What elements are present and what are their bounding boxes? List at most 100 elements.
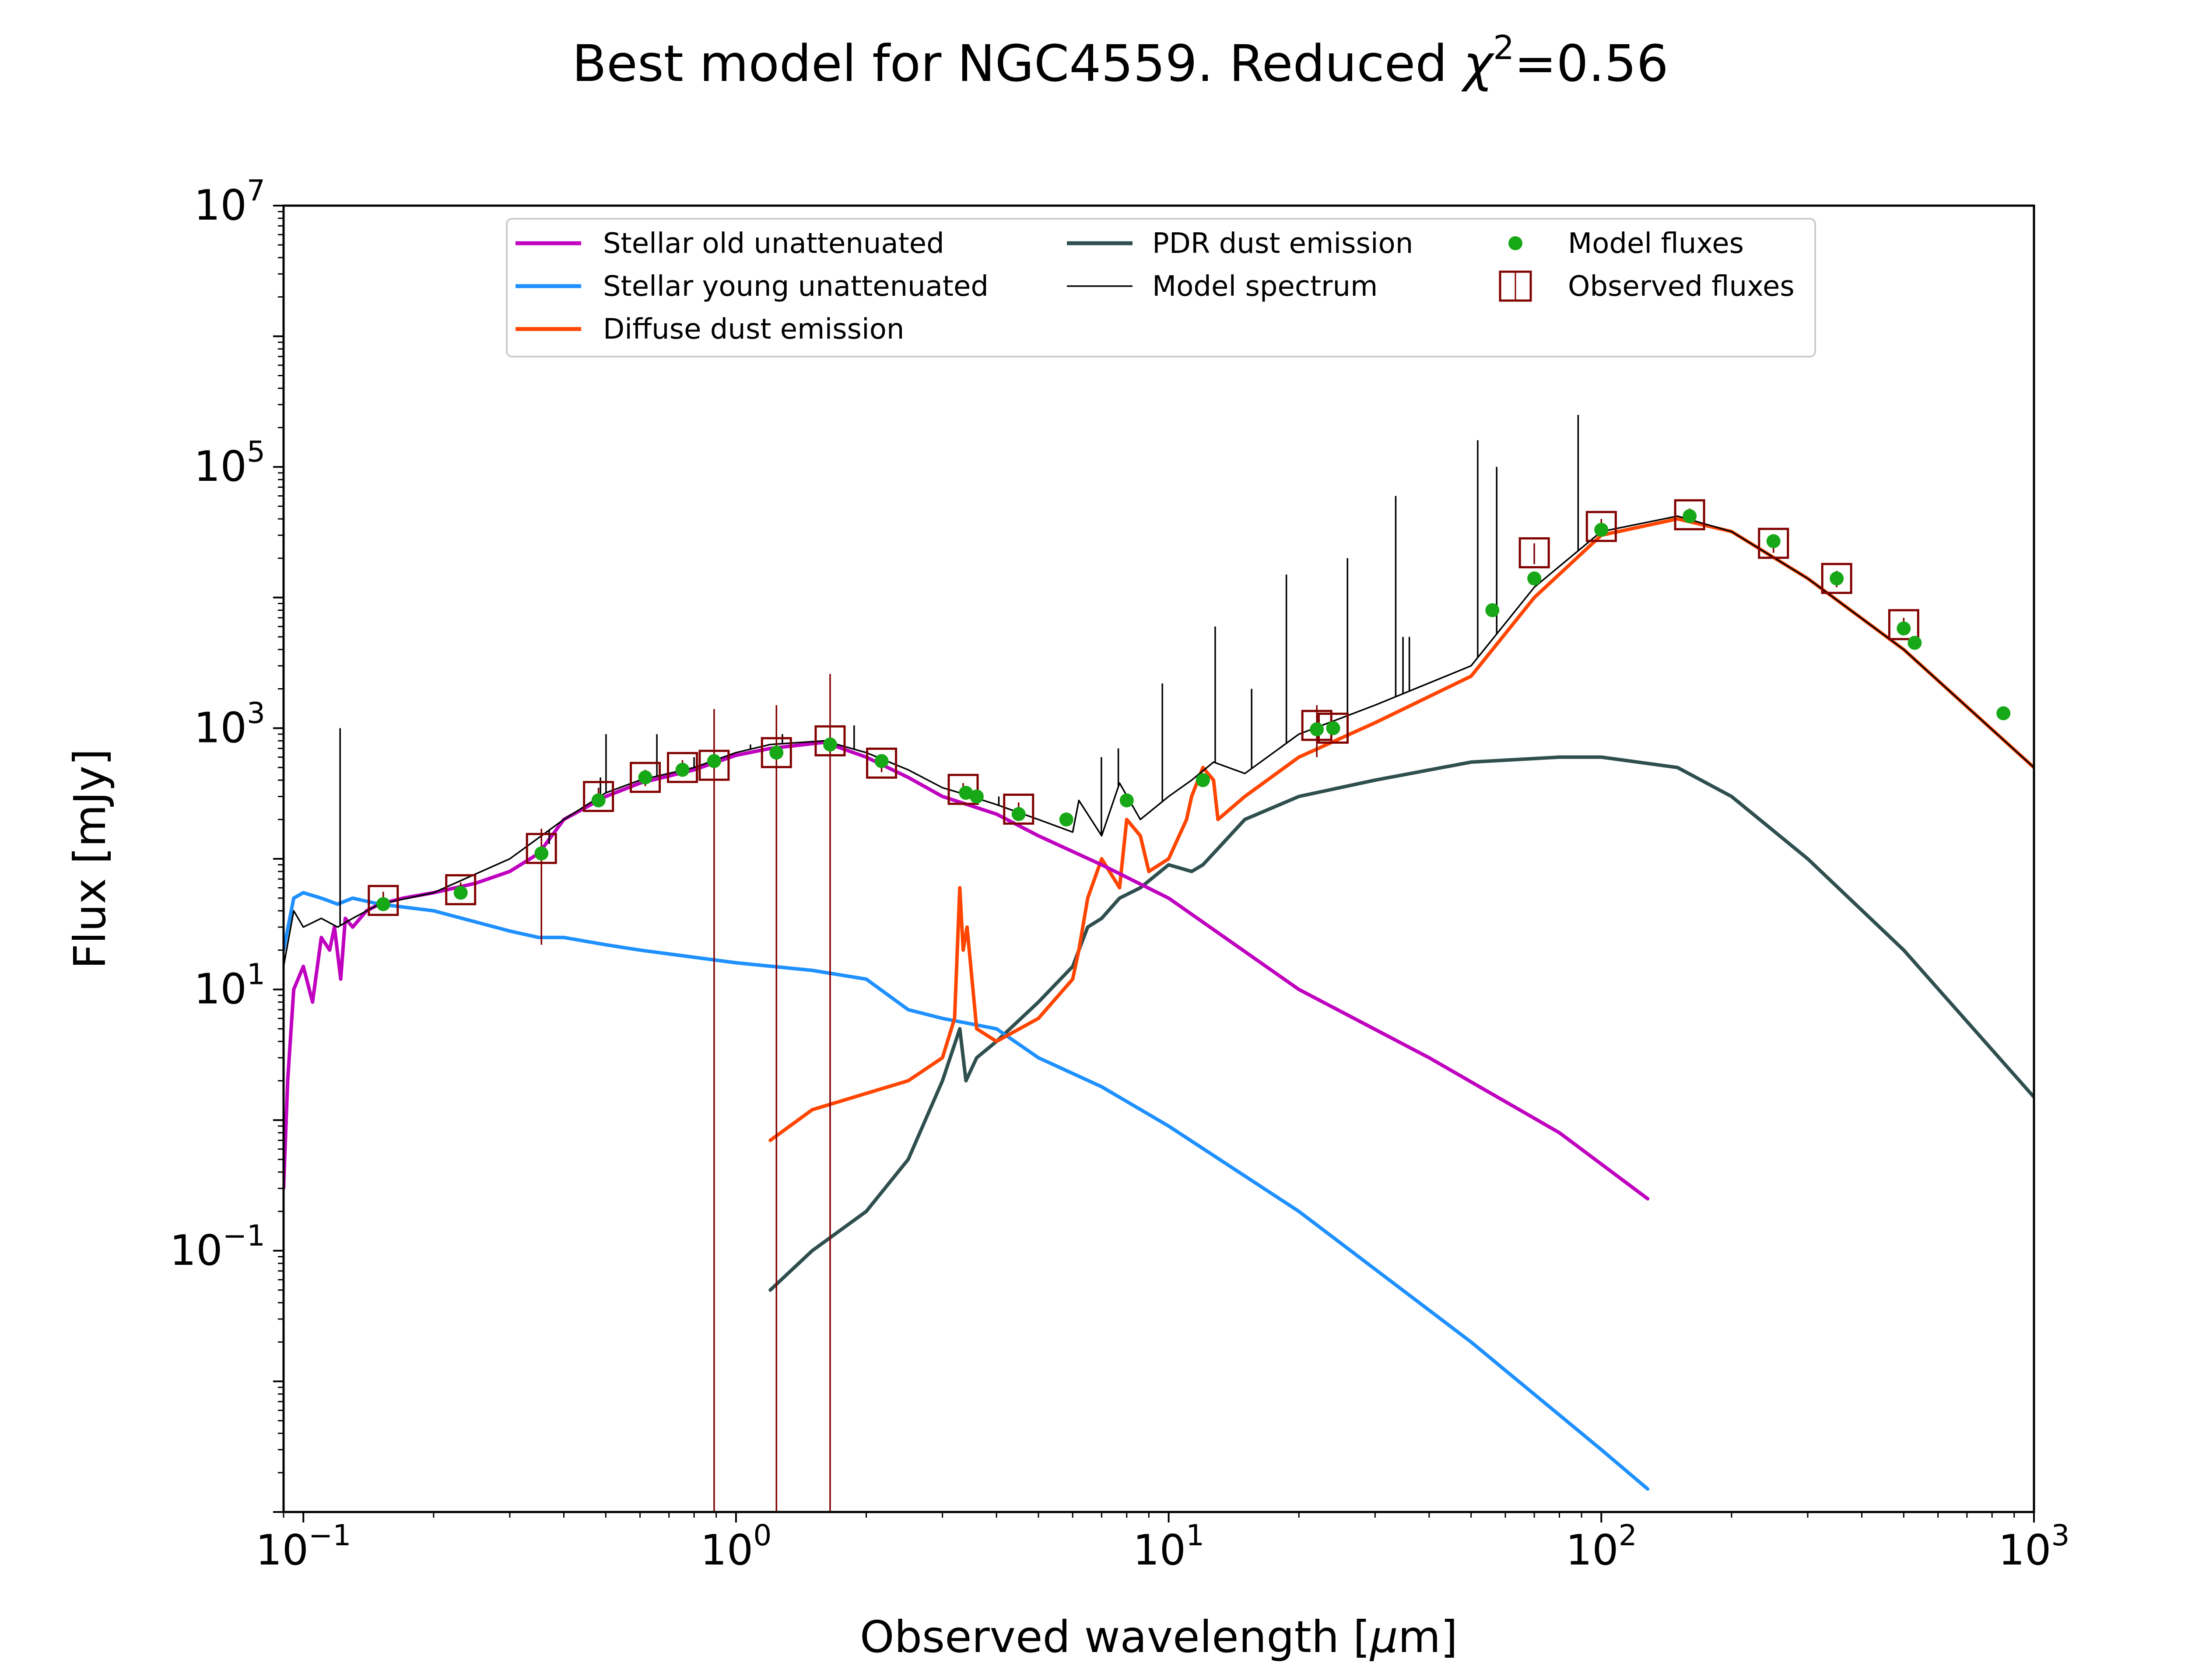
x-tick-base: 10 <box>1566 1526 1619 1575</box>
observed-flux-marker-12 <box>1003 793 1034 825</box>
x-tick-label: 103 <box>1999 1519 2070 1575</box>
observed-flux-marker-3 <box>526 833 557 864</box>
x-tick-base: 10 <box>256 1526 309 1575</box>
x-tick-label: 100 <box>700 1519 771 1575</box>
series-pdr-dust-line <box>768 755 2034 1292</box>
observed-flux-marker-16 <box>1585 511 1617 542</box>
observed-flux-marker-9 <box>814 725 846 756</box>
x-tick-exponent: 1 <box>1186 1519 1204 1552</box>
model-flux-point-17 <box>1310 722 1324 737</box>
series-stellar-old-line <box>284 740 1650 1200</box>
model-flux-point-6 <box>675 763 690 777</box>
model-flux-point-22 <box>1683 509 1697 523</box>
y-axis-label: Flux [mJy] <box>64 749 116 969</box>
x-tick-exponent: 2 <box>1619 1519 1637 1552</box>
markers-layer <box>368 499 2011 1512</box>
model-flux-point-15 <box>1119 793 1134 808</box>
observed-flux-marker-1 <box>368 885 399 916</box>
y-tick-base: 10 <box>194 443 247 491</box>
model-flux-point-11 <box>959 786 973 800</box>
emission-lines-layer <box>339 415 1579 926</box>
legend-label-model-fluxes: Model fluxes <box>1568 228 1744 260</box>
legend-label-stellar-old: Stellar old unattenuated <box>603 228 944 260</box>
observed-flux-marker-2 <box>445 874 477 906</box>
title-chi: χ <box>1461 35 1495 93</box>
x-axis-label: Observed wavelength [μm] <box>860 1611 1458 1662</box>
legend-label-stellar-young: Stellar young unattenuated <box>603 270 989 303</box>
observed-flux-marker-11 <box>947 774 979 805</box>
x-axis-label-mu: μ <box>1369 1611 1398 1662</box>
y-tick-label: 107 <box>194 174 265 230</box>
series-stellar-young-line <box>284 891 1650 1491</box>
legend-swatch-model-fluxes <box>1508 236 1522 250</box>
model-flux-point-14 <box>1059 812 1073 827</box>
observed-flux-marker-4 <box>583 781 614 812</box>
x-tick-base: 10 <box>1999 1526 2051 1575</box>
model-flux-point-23 <box>1766 534 1781 548</box>
model-flux-point-4 <box>591 793 606 808</box>
legend-label-observed-fluxes: Observed fluxes <box>1568 270 1795 303</box>
model-flux-point-27 <box>1996 706 2011 721</box>
model-flux-point-2 <box>453 886 468 900</box>
x-axis-label-text: Observed wavelength [ <box>860 1611 1370 1662</box>
model-flux-point-19 <box>1485 603 1500 617</box>
x-tick-label: 10−1 <box>256 1519 351 1575</box>
y-tick-exponent: −1 <box>223 1219 265 1253</box>
x-axis-ticks: 10−1 100 101 102 103 <box>256 1512 2069 1575</box>
model-flux-point-8 <box>769 746 784 760</box>
observed-flux-marker-7 <box>698 749 730 781</box>
plot-area <box>284 415 2034 1512</box>
observed-flux-marker-15 <box>1518 537 1550 569</box>
model-flux-point-1 <box>376 897 390 911</box>
model-flux-point-26 <box>1907 636 1922 650</box>
observed-flux-marker-10 <box>866 747 898 779</box>
model-flux-point-20 <box>1527 571 1542 586</box>
model-flux-point-7 <box>707 754 721 768</box>
model-flux-point-9 <box>823 737 837 752</box>
x-tick-label: 101 <box>1133 1519 1204 1575</box>
model-flux-point-25 <box>1897 621 1911 636</box>
observed-flux-marker-6 <box>667 752 698 783</box>
title-chi-exponent: 2 <box>1493 28 1514 67</box>
y-tick-base: 10 <box>194 704 247 752</box>
model-flux-point-10 <box>874 754 889 768</box>
observed-flux-marker-19 <box>1821 563 1852 594</box>
legend-label-diffuse-dust: Diffuse dust emission <box>603 313 904 346</box>
series-diffuse-dust-line <box>768 517 2034 1142</box>
observed-flux-marker-20 <box>1888 609 1919 640</box>
y-tick-exponent: 7 <box>247 174 265 207</box>
y-tick-label: 105 <box>194 435 265 491</box>
x-tick-exponent: −1 <box>309 1519 351 1552</box>
x-tick-exponent: 0 <box>753 1519 771 1552</box>
y-tick-exponent: 5 <box>247 435 265 469</box>
legend-frame <box>506 218 1816 357</box>
observed-flux-marker-5 <box>630 762 661 793</box>
y-tick-label: 101 <box>194 958 265 1014</box>
observed-flux-marker-18 <box>1758 528 1789 559</box>
observed-flux-marker-8 <box>761 737 792 768</box>
model-flux-point-5 <box>638 770 652 784</box>
model-flux-point-18 <box>1326 721 1340 735</box>
y-tick-base: 10 <box>194 182 247 230</box>
y-tick-base: 10 <box>170 1227 223 1275</box>
model-flux-point-3 <box>534 846 549 861</box>
x-tick-base: 10 <box>700 1526 753 1575</box>
legend-label-model-spectrum: Model spectrum <box>1152 270 1378 303</box>
x-axis-label-unit: m] <box>1398 1611 1458 1662</box>
series-model-spectrum-line <box>284 515 2034 967</box>
plot-frame <box>282 204 2035 1513</box>
model-flux-point-21 <box>1594 522 1609 537</box>
x-tick-base: 10 <box>1133 1526 1186 1575</box>
model-flux-point-16 <box>1196 773 1210 788</box>
series-layer <box>284 515 2034 1491</box>
x-tick-exponent: 3 <box>2051 1519 2069 1552</box>
chart-title: Best model for NGC4559. Reduced χ2=0.56 <box>572 28 1669 93</box>
title-text: Best model for NGC4559. Reduced <box>572 35 1463 93</box>
title-chi-value: =0.56 <box>1514 35 1668 93</box>
y-tick-base: 10 <box>194 966 247 1014</box>
model-flux-point-12 <box>969 789 984 804</box>
y-tick-label: 103 <box>194 696 265 752</box>
y-tick-exponent: 3 <box>247 696 265 730</box>
